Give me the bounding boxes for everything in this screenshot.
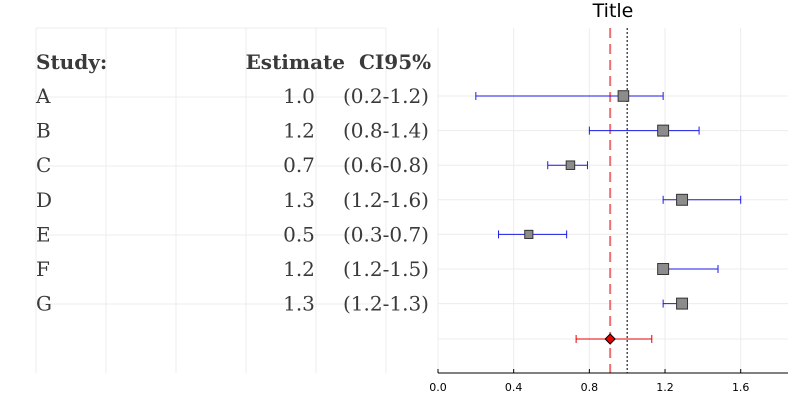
- x-axis: 0.0 0.4 0.8 1.2 1.6: [429, 369, 788, 394]
- x-tick-label: 1.2: [656, 381, 674, 394]
- header-estimate: Estimate: [246, 50, 345, 74]
- estimate-marker: [524, 229, 534, 239]
- estimate-marker: [617, 90, 630, 102]
- header-ci95: CI95%: [359, 50, 431, 74]
- row-ci95: (0.2-1.2): [343, 84, 429, 108]
- x-tick-label: 1.6: [732, 381, 750, 394]
- row-study-label: G: [36, 292, 52, 316]
- chart-title: Title: [592, 0, 634, 22]
- row-estimate: 1.2: [283, 257, 315, 281]
- summary-diamond: [604, 333, 616, 345]
- row-estimate: 1.0: [283, 84, 315, 108]
- estimate-marker: [657, 124, 670, 137]
- row-estimate: 1.2: [283, 119, 315, 143]
- row-study-label: C: [36, 153, 51, 177]
- estimate-marker: [676, 193, 689, 206]
- estimate-marker: [657, 263, 670, 275]
- x-tick-label: 0.4: [505, 381, 523, 394]
- row-estimate: 0.5: [283, 222, 315, 246]
- row-study-label: A: [35, 84, 51, 108]
- row-ci95: (1.2-1.5): [343, 257, 429, 281]
- row-estimate: 0.7: [283, 153, 315, 177]
- estimate-marker: [676, 297, 689, 310]
- row-ci95: (0.8-1.4): [343, 119, 429, 143]
- table-rows: A 1.0 (0.2-1.2) B 1.2 (0.8-1.4) C 0.7 (0.6-0.8) D…: [35, 84, 429, 316]
- plot-marks: [475, 28, 742, 373]
- row-estimate: 1.3: [283, 188, 315, 212]
- row-ci95: (0.3-0.7): [343, 222, 429, 246]
- row-study-label: E: [36, 222, 51, 246]
- row-estimate: 1.3: [283, 292, 315, 316]
- row-ci95: (1.2-1.3): [343, 292, 429, 316]
- estimate-marker: [565, 160, 576, 170]
- table-grid: [35, 27, 387, 373]
- x-tick-label: 0.0: [429, 381, 447, 394]
- row-ci95: (1.2-1.6): [343, 188, 429, 212]
- x-tick-label: 0.8: [581, 381, 599, 394]
- row-study-label: F: [36, 257, 50, 281]
- row-study-label: B: [36, 119, 51, 143]
- plot-grid: [437, 28, 788, 373]
- header-study: Study:: [36, 50, 107, 74]
- row-study-label: D: [36, 188, 52, 212]
- row-ci95: (0.6-0.8): [343, 153, 429, 177]
